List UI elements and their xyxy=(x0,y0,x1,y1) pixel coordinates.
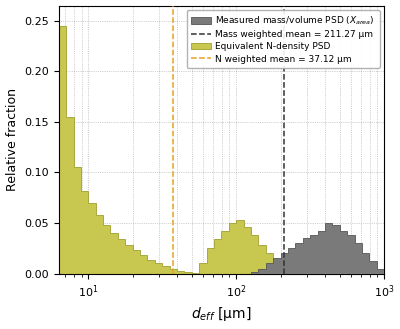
Legend: Measured mass/volume PSD ($X_{area}$), Mass weighted mean = 211.27 μm, Equivalen: Measured mass/volume PSD ($X_{area}$), M… xyxy=(186,10,380,68)
Y-axis label: Relative fraction: Relative fraction xyxy=(6,88,18,191)
X-axis label: $d_{eff}$ [μm]: $d_{eff}$ [μm] xyxy=(191,305,252,323)
